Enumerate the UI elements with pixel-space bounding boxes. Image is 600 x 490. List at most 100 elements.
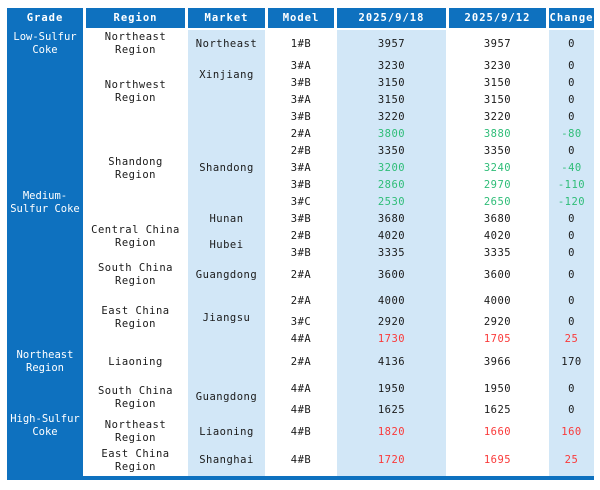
price-918-cell: 3957 — [337, 30, 446, 58]
model-cell: 4#A — [268, 331, 334, 348]
table-row: Northeast Region Liaoning 2#A 4136 3966 170 — [7, 348, 594, 376]
table-row: Low-Sulfur Coke Northeast Region Northeast… — [7, 30, 594, 58]
price-912-cell: 1695 — [449, 445, 546, 476]
table-row: Shandong Region Shandong 2#A 3800 3880 -80 — [7, 126, 594, 211]
column-header-date-1: 2025/9/18 — [337, 8, 446, 30]
price-912-cell: 3230 — [449, 58, 546, 75]
region-cell: Northeast Region — [86, 419, 185, 445]
change-cell: 25 — [549, 331, 594, 348]
column-header-region: Region — [86, 8, 185, 30]
model-cell: 3#A — [268, 92, 334, 109]
market-cell: Hunan — [188, 211, 265, 228]
change-cell: 0 — [549, 75, 594, 92]
market-cell: Hubei — [188, 228, 265, 262]
table-row: 3#C 2920 2920 0 — [7, 314, 594, 331]
price-912-cell: 3350 — [449, 143, 546, 160]
table-row: 4#A 1730 1705 25 — [7, 331, 594, 348]
market-cell: Jiangsu — [188, 288, 265, 348]
table-row: 3#C 2530 2650 -120 — [7, 194, 594, 211]
table-bottom-border — [7, 476, 594, 480]
model-cell: 3#A — [268, 58, 334, 75]
price-912-cell: 3880 — [449, 126, 546, 143]
region-cell: Northwest Region — [86, 58, 185, 126]
table-row: 3#B 2860 2970 -110 — [7, 177, 594, 194]
model-cell: 3#C — [268, 314, 334, 331]
table-row: East China Region Shanghai 4#B 1720 1695 25 — [7, 445, 594, 476]
price-918-cell: 3335 — [337, 245, 446, 262]
market-cell — [188, 92, 265, 126]
price-912-cell: 3150 — [449, 92, 546, 109]
column-header-date-2: 2025/9/12 — [449, 8, 546, 30]
table-row: Central China Region Hunan 3#B 3680 3680 0 — [7, 211, 594, 262]
price-912-cell: 3966 — [449, 348, 546, 376]
change-cell: 0 — [549, 228, 594, 245]
price-912-cell: 1950 — [449, 376, 546, 402]
price-912-cell: 1705 — [449, 331, 546, 348]
price-912-cell: 3600 — [449, 262, 546, 288]
table-row: South China Region Guangdong 2#A 3600 3600 0 — [7, 262, 594, 288]
table-row: Medium-Sulfur Coke Northwest Region Xinjia… — [7, 58, 594, 348]
change-cell: 0 — [549, 30, 594, 58]
price-912-cell: 2920 — [449, 314, 546, 331]
model-cell: 2#A — [268, 348, 334, 376]
model-cell: 3#B — [268, 75, 334, 92]
table-row: Hubei 2#B 4020 4020 0 — [7, 228, 594, 262]
grade-cell: Northeast Region — [7, 348, 83, 376]
grade-cell: High-Sulfur Coke — [7, 376, 83, 476]
change-cell: 0 — [549, 143, 594, 160]
model-cell: 2#A — [268, 288, 334, 314]
model-cell: 2#B — [268, 228, 334, 245]
price-912-cell: 3240 — [449, 160, 546, 177]
market-cell: Shandong — [188, 126, 265, 211]
column-header-change: Change — [549, 8, 594, 30]
model-cell: 4#A — [268, 376, 334, 402]
price-918-cell: 1625 — [337, 402, 446, 419]
table-header: Grade Region Market Model 2025/9/18 2025… — [7, 8, 594, 30]
change-cell: 0 — [549, 314, 594, 331]
change-cell: -40 — [549, 160, 594, 177]
table-row: East China Region Jiangsu 2#A 4000 4000 0 — [7, 288, 594, 348]
price-912-cell: 2650 — [449, 194, 546, 211]
price-918-cell: 1730 — [337, 331, 446, 348]
price-912-cell: 4020 — [449, 228, 546, 245]
model-cell: 4#B — [268, 419, 334, 445]
column-header-market: Market — [188, 8, 265, 30]
change-cell: 25 — [549, 445, 594, 476]
table-row: High-Sulfur Coke South China Region Guangd… — [7, 376, 594, 476]
price-918-cell: 2860 — [337, 177, 446, 194]
change-cell: -110 — [549, 177, 594, 194]
region-cell: Liaoning — [86, 348, 185, 376]
price-918-cell: 2920 — [337, 314, 446, 331]
table-row: 3#A 3200 3240 -40 — [7, 160, 594, 177]
table-row: 3#B 3150 3150 0 — [7, 75, 594, 92]
price-912-cell: 3957 — [449, 30, 546, 58]
change-cell: 0 — [549, 58, 594, 75]
table-footer — [7, 476, 594, 480]
column-header-grade: Grade — [7, 8, 83, 30]
region-cell: East China Region — [86, 445, 185, 476]
change-cell: 0 — [549, 376, 594, 402]
change-cell: -80 — [549, 126, 594, 143]
model-cell: 2#A — [268, 126, 334, 143]
region-cell: East China Region — [86, 288, 185, 348]
model-cell: 3#B — [268, 109, 334, 126]
table-row: 3#B 3335 3335 0 — [7, 245, 594, 262]
model-cell: 3#B — [268, 177, 334, 194]
model-cell: 3#B — [268, 245, 334, 262]
market-cell: Northeast — [188, 30, 265, 58]
price-918-cell: 3800 — [337, 126, 446, 143]
change-cell: 160 — [549, 419, 594, 445]
price-918-cell: 3350 — [337, 143, 446, 160]
change-cell: 0 — [549, 288, 594, 314]
price-918-cell: 3600 — [337, 262, 446, 288]
region-cell: Shandong Region — [86, 126, 185, 211]
model-cell: 3#A — [268, 160, 334, 177]
price-912-cell: 1660 — [449, 419, 546, 445]
region-cell: South China Region — [86, 376, 185, 419]
coke-price-table: Grade Region Market Model 2025/9/18 2025… — [4, 8, 597, 480]
price-918-cell: 4020 — [337, 228, 446, 245]
price-912-cell: 1625 — [449, 402, 546, 419]
table-row: Northeast Region Liaoning 4#B 1820 1660 160 — [7, 419, 594, 445]
change-cell: 0 — [549, 211, 594, 228]
region-cell: South China Region — [86, 262, 185, 288]
